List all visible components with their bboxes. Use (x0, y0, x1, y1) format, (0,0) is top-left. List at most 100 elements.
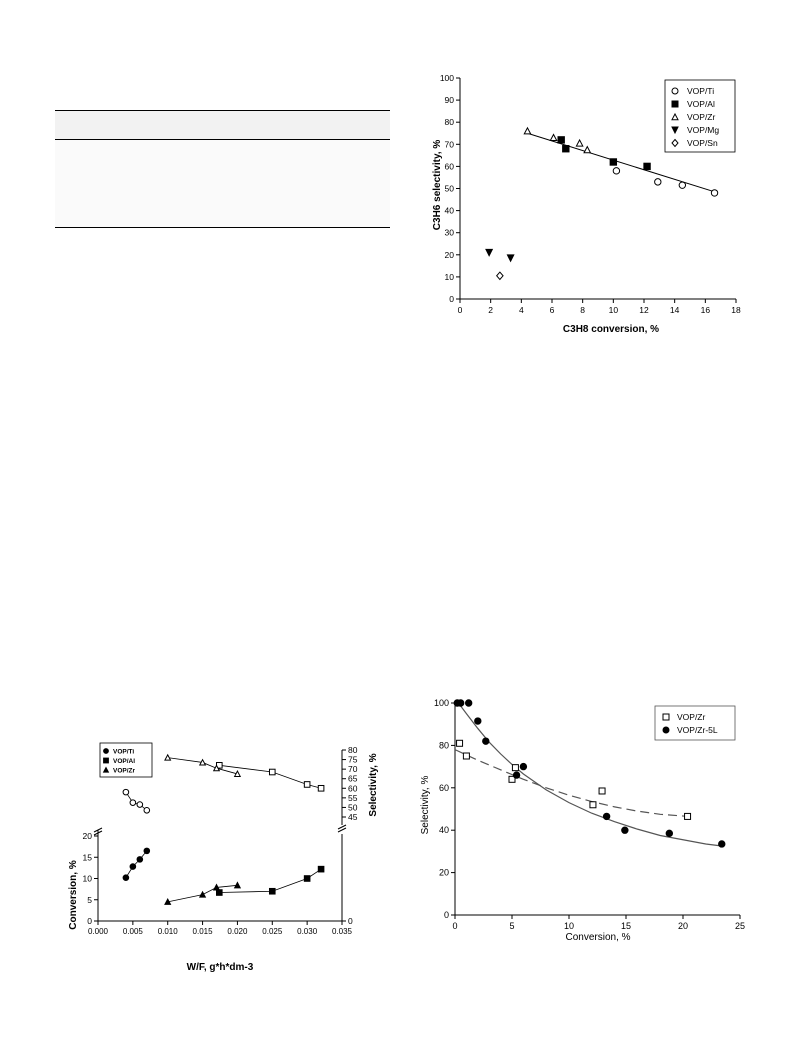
data-point-vop-zr-5l (482, 737, 490, 745)
x-tick-label: 0.015 (193, 927, 214, 936)
x-tick-label: 4 (519, 305, 524, 315)
fit-curve-vop-zr-5l (457, 702, 723, 847)
x-tick-label: 0.010 (158, 927, 179, 936)
data-point-vop-zr (511, 764, 519, 772)
y-tick-label-right: 55 (348, 793, 358, 803)
data-point-vop-al (609, 158, 618, 166)
legend-marker (671, 138, 679, 148)
legend-marker (662, 713, 670, 721)
x-tick-label: 0.030 (297, 927, 318, 936)
x-tick-label: 10 (609, 305, 619, 315)
legend-entry: VOP/Ti (113, 749, 134, 756)
legend-marker (102, 766, 110, 773)
axis-break-right (337, 824, 347, 833)
legend-entry: VOP/Al (113, 758, 135, 765)
x-axis-label: C3H8 conversion, % (563, 324, 659, 335)
data-point-vop-mg (506, 254, 515, 263)
y-tick-label: 20 (439, 868, 449, 878)
data-point-vop-zr (598, 787, 606, 795)
y-tick-label: 100 (440, 73, 454, 83)
y-tick-label-right: 0 (348, 916, 353, 926)
data-point-vop-zr-5l (602, 812, 611, 821)
x-axis-label: Conversion, % (565, 932, 630, 943)
x-tick-label: 16 (701, 305, 711, 315)
x-tick-label: 14 (670, 305, 680, 315)
x-tick-label: 0.005 (123, 927, 144, 936)
data-point-vop-zr (508, 775, 516, 783)
selectivity-line-vop-al (219, 764, 322, 789)
y-tick-label: 40 (445, 206, 455, 216)
legend-entry: VOP/Zr-5L (677, 725, 718, 735)
x-tick-label: 0.025 (262, 927, 283, 936)
x-tick-label: 10 (564, 921, 574, 931)
data-point-vop-zr (575, 138, 584, 147)
conversion-point-vop-al (216, 889, 223, 896)
data-point-vop-mg (485, 248, 494, 257)
conversion-point-vop-al (303, 875, 311, 882)
conversion-point-vop-ti (143, 847, 151, 855)
legend-marker (671, 87, 679, 95)
y-tick-label: 10 (445, 272, 455, 282)
legend-box (654, 705, 736, 741)
y-tick-label: 70 (445, 139, 455, 149)
x-tick-label: 18 (731, 305, 741, 315)
x-tick-label: 6 (550, 305, 555, 315)
y-tick-label-right: 50 (348, 802, 358, 812)
conversion-point-vop-ti (129, 863, 137, 870)
legend-entry: VOP/Zr (677, 712, 706, 722)
conversion-line-vop-al (219, 868, 322, 893)
conversion-line-vop-ti (125, 850, 148, 878)
y-tick-label-left: 0 (87, 916, 92, 926)
data-point-vop-zr (589, 801, 597, 809)
x-tick-label: 12 (639, 305, 649, 315)
legend-marker (103, 748, 109, 754)
selectivity-point-vop-al (317, 784, 325, 792)
chart-conversion-selectivity-vs-wf: 0.000 0.005 0.010 0.015 0.020 0.025 0.030 0.035… (68, 742, 379, 973)
y-tick-label-right: 75 (348, 755, 358, 765)
legend-entry: VOP/Zr (687, 112, 716, 122)
x-tick-label: 8 (580, 305, 585, 315)
data-point-vop-zr (549, 133, 558, 142)
conversion-point-vop-ti (136, 856, 144, 863)
data-point-vop-sn (496, 271, 504, 281)
data-point-vop-zr (684, 812, 692, 820)
x-tick-label: 0.035 (332, 927, 353, 936)
y-tick-label-right: 60 (348, 783, 358, 793)
x-tick-label: 0.000 (88, 927, 109, 936)
legend-marker (671, 126, 679, 135)
selectivity-line-vop-ti (125, 791, 148, 811)
y-tick-label-right: 45 (348, 812, 358, 822)
data-point-vop-al (643, 162, 651, 171)
table-bottom-rule (55, 227, 390, 228)
y-tick-label-left: 10 (83, 874, 93, 884)
conversion-point-vop-al (317, 865, 325, 873)
data-point-vop-zr-5l (665, 829, 674, 838)
data-point-vop-zr-5l (512, 771, 521, 779)
legend-entry: VOP/Mg (687, 125, 719, 135)
y-tick-label-right: 70 (348, 764, 358, 774)
y-tick-label-left: 20 (83, 831, 93, 841)
legend-entry: VOP/Ti (687, 86, 714, 96)
y-tick-label: 80 (439, 740, 449, 750)
table-header-band (55, 111, 390, 139)
y-tick-label: 50 (445, 184, 455, 194)
data-point-vop-zr-5l (519, 762, 528, 771)
x-tick-label: 0 (458, 305, 463, 315)
y-tick-label: 60 (439, 783, 449, 793)
x-tick-label: 25 (735, 921, 745, 931)
table-top-rule (55, 110, 390, 111)
legend-marker (671, 100, 679, 108)
selectivity-point-vop-ti (129, 799, 137, 806)
selectivity-point-vop-ti (136, 801, 144, 808)
x-tick-label: 20 (678, 921, 688, 931)
legend-marker (662, 726, 670, 734)
legend-entry: VOP/Al (687, 99, 715, 109)
x-tick-label: 2 (488, 305, 493, 315)
data-point-vop-zr (456, 739, 464, 747)
data-point-vop-al (557, 136, 565, 144)
y-tick-label-right: 65 (348, 774, 358, 784)
axis-break-left (93, 827, 103, 836)
conversion-point-vop-al (268, 887, 276, 895)
conversion-point-vop-zr (212, 883, 221, 891)
y-tick-label: 0 (449, 294, 454, 304)
